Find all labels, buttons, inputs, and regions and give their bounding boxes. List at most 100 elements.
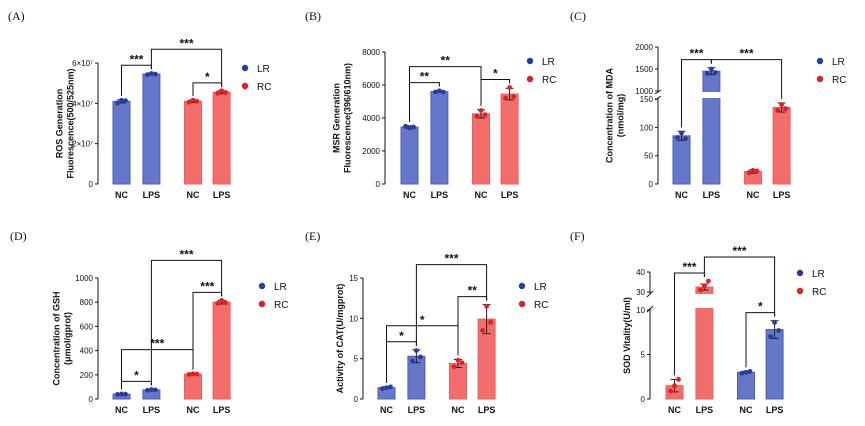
data-point <box>668 388 673 394</box>
significance-label: *** <box>179 247 193 261</box>
data-point <box>215 301 221 306</box>
y-tick-label: 2000 <box>362 147 380 156</box>
data-point <box>783 106 788 112</box>
data-point <box>407 125 412 131</box>
data-point <box>478 108 484 113</box>
data-point <box>418 354 423 360</box>
data-point <box>713 70 718 75</box>
legend-marker <box>526 75 534 83</box>
x-tick-label: NC <box>740 405 753 415</box>
data-point <box>186 99 192 105</box>
legend-label: RC <box>274 300 288 311</box>
data-point <box>384 385 389 391</box>
data-point <box>123 391 128 397</box>
bar <box>212 91 231 185</box>
significance-bracket <box>703 256 776 317</box>
data-point <box>153 387 158 393</box>
data-point <box>433 89 438 95</box>
significance-label: *** <box>444 252 458 266</box>
data-point <box>451 364 457 370</box>
data-point <box>702 283 707 289</box>
data-point <box>115 392 120 397</box>
data-point <box>480 328 485 333</box>
bar <box>112 100 131 185</box>
x-tick-label: LPS <box>143 405 161 415</box>
data-point <box>115 100 120 106</box>
data-point <box>145 72 150 78</box>
data-point <box>411 124 416 130</box>
legend-marker <box>796 269 804 277</box>
data-point <box>675 135 680 140</box>
data-point <box>775 107 780 113</box>
significance-bracket <box>150 259 223 386</box>
data-point <box>194 371 200 377</box>
data-point <box>511 94 516 99</box>
chart-panel-5: (F) 0 5 10 30 40 SOD Vitality(U/ml) NC LPS NC LPS *… <box>570 229 826 415</box>
data-point <box>219 88 225 94</box>
y-tick-label: 15 <box>349 274 358 283</box>
data-point <box>507 85 512 90</box>
x-tick-label: LPS <box>478 405 496 415</box>
y-axis-title-line: Activity of CAT(U/mgprot) <box>335 284 345 394</box>
panel-label: (A) <box>8 9 25 23</box>
data-point <box>739 370 745 376</box>
y-tick-label: 5 <box>354 355 359 364</box>
data-point <box>779 102 784 108</box>
significance-label: *** <box>179 36 193 50</box>
legend-label: LR <box>534 282 547 293</box>
significance-label: * <box>399 329 404 343</box>
legend-label: LR <box>542 57 555 68</box>
y-axis-title-line: Concentration of MDA <box>605 68 615 163</box>
significance-label: ** <box>468 284 478 298</box>
y-tick-label: 0 <box>89 180 94 189</box>
bar <box>765 329 784 400</box>
y-axis-title-line: (nmol/mg) <box>616 94 626 138</box>
y-axis-title-line: Fluorescence(500/525nm) <box>66 68 76 178</box>
y-tick-label: 0 <box>649 180 654 189</box>
data-point <box>747 369 753 374</box>
bar <box>772 107 791 185</box>
significance-label: * <box>493 66 498 80</box>
bar <box>400 126 419 185</box>
x-tick-label: NC <box>187 190 200 200</box>
x-tick-label: LPS <box>143 190 161 200</box>
data-point <box>123 98 128 104</box>
y-tick-label: 10 <box>349 314 358 323</box>
x-tick-label: LPS <box>213 405 231 415</box>
significance-label: *** <box>682 260 696 274</box>
data-point <box>149 387 154 392</box>
bar <box>737 371 755 400</box>
data-point <box>403 123 408 129</box>
data-point <box>186 372 192 377</box>
x-tick-label: LPS <box>703 190 721 200</box>
panel-label: (C) <box>570 9 586 23</box>
y-axis-title-line: SOD Vitality(U/ml) <box>622 297 632 374</box>
significance-bracket <box>386 325 459 383</box>
data-point <box>119 391 124 397</box>
y-tick-label: 50 <box>644 152 653 161</box>
data-point <box>190 371 196 377</box>
data-point <box>223 90 229 95</box>
legend-label: RC <box>832 75 846 86</box>
data-point <box>672 383 677 389</box>
data-point <box>482 112 488 118</box>
y-axis-title: SOD Vitality(U/ml) <box>622 297 632 374</box>
data-point <box>754 168 760 174</box>
data-point <box>410 358 415 364</box>
y-axis-title-line: ROS Generation <box>55 89 65 159</box>
data-point <box>414 348 419 353</box>
significance-label: * <box>420 313 425 327</box>
legend-label: LR <box>812 269 825 280</box>
y-tick-label: 4×10⁷ <box>72 99 93 108</box>
y-tick-label: 40 <box>636 268 645 277</box>
y-tick-label: 1000 <box>635 87 653 96</box>
legend-label: LR <box>257 64 270 75</box>
bar <box>449 363 467 400</box>
x-tick-label: NC <box>452 405 465 415</box>
y-axis-title: MSR Generation Fluorescence(396/610nm) <box>332 63 353 173</box>
x-tick-label: NC <box>403 190 416 200</box>
bar <box>184 373 202 400</box>
legend-marker <box>526 57 534 65</box>
